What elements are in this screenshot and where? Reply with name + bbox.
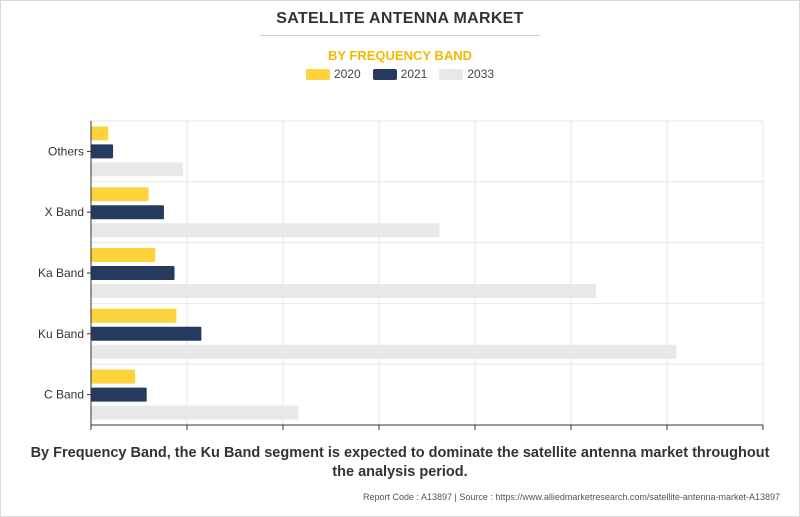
bar-2021-others [91, 144, 114, 159]
legend-item-2021[interactable]: 2021 [372, 67, 428, 81]
bar-2033-ku-band [91, 344, 677, 359]
category-label: Ku Band [38, 327, 84, 341]
chart-subtitle: BY FREQUENCY BAND [328, 48, 472, 63]
bar-2033-x-band [91, 223, 440, 238]
bar-2033-others [91, 162, 184, 177]
legend: 2020 2021 2033 [0, 67, 800, 81]
legend-swatch-2020 [305, 68, 330, 80]
bar-2033-c-band [91, 405, 299, 420]
bar-2021-ku-band [91, 326, 202, 341]
legend-item-2033[interactable]: 2033 [439, 67, 494, 81]
legend-swatch-2021 [372, 68, 397, 80]
chart-caption: By Frequency Band, the Ku Band segment i… [0, 444, 800, 482]
legend-label-2021: 2021 [400, 67, 428, 81]
bar-2020-ka-band [91, 248, 156, 262]
bar-2021-x-band [91, 205, 164, 220]
category-label: Ka Band [38, 266, 84, 280]
legend-label-2033: 2033 [467, 67, 495, 81]
chart-title: SATELLITE ANTENNA MARKET [276, 10, 524, 27]
category-label: Others [48, 144, 84, 158]
bar-2021-ka-band [91, 266, 175, 280]
legend-label-2020: 2020 [333, 67, 361, 81]
caption-line-2: the analysis period. [332, 464, 468, 480]
bar-2020-c-band [91, 369, 136, 384]
bar-2020-ku-band [91, 308, 177, 323]
legend-item-2020[interactable]: 2020 [305, 67, 361, 81]
caption-line-1: By Frequency Band, the Ku Band segment i… [30, 445, 770, 461]
bar-2033-ka-band [91, 284, 596, 298]
category-label: C Band [44, 388, 84, 402]
bar-2020-x-band [91, 187, 149, 202]
bar-2020-others [91, 126, 109, 141]
legend-swatch-2033 [439, 68, 464, 80]
bar-2021-c-band [91, 387, 147, 402]
title-divider [260, 35, 540, 36]
source-footer: Report Code : A13897 | Source : https://… [362, 492, 780, 502]
category-label: X Band [45, 205, 84, 219]
